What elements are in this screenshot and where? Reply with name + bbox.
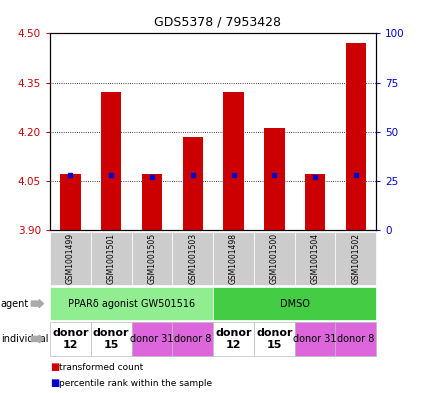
- Text: donor
15: donor 15: [256, 328, 292, 350]
- Text: donor 31: donor 31: [293, 334, 336, 344]
- Bar: [141, 174, 162, 230]
- Text: agent: agent: [1, 299, 29, 309]
- Text: GSM1001504: GSM1001504: [310, 233, 319, 284]
- Text: GDS5378 / 7953428: GDS5378 / 7953428: [154, 16, 280, 29]
- Text: donor 31: donor 31: [130, 334, 173, 344]
- Bar: [263, 129, 284, 230]
- Bar: [101, 92, 121, 230]
- Text: percentile rank within the sample: percentile rank within the sample: [59, 379, 211, 387]
- Text: donor 8: donor 8: [174, 334, 211, 344]
- Text: GSM1001502: GSM1001502: [351, 233, 359, 284]
- Bar: [182, 137, 203, 230]
- Text: donor
12: donor 12: [52, 328, 89, 350]
- Text: GSM1001499: GSM1001499: [66, 233, 75, 284]
- Text: PPARδ agonist GW501516: PPARδ agonist GW501516: [68, 299, 195, 309]
- Text: transformed count: transformed count: [59, 363, 143, 372]
- Text: GSM1001501: GSM1001501: [106, 233, 115, 284]
- Bar: [345, 43, 365, 230]
- Text: DMSO: DMSO: [279, 299, 309, 309]
- Text: GSM1001503: GSM1001503: [188, 233, 197, 284]
- Text: GSM1001505: GSM1001505: [147, 233, 156, 284]
- Text: individual: individual: [1, 334, 48, 344]
- Text: donor
12: donor 12: [215, 328, 251, 350]
- Text: GSM1001500: GSM1001500: [269, 233, 278, 284]
- Bar: [304, 174, 325, 230]
- Text: ■: ■: [50, 378, 59, 388]
- Bar: [60, 174, 80, 230]
- Text: donor 8: donor 8: [336, 334, 374, 344]
- Bar: [223, 92, 243, 230]
- Text: donor
15: donor 15: [93, 328, 129, 350]
- Text: GSM1001498: GSM1001498: [229, 233, 237, 284]
- Text: ■: ■: [50, 362, 59, 373]
